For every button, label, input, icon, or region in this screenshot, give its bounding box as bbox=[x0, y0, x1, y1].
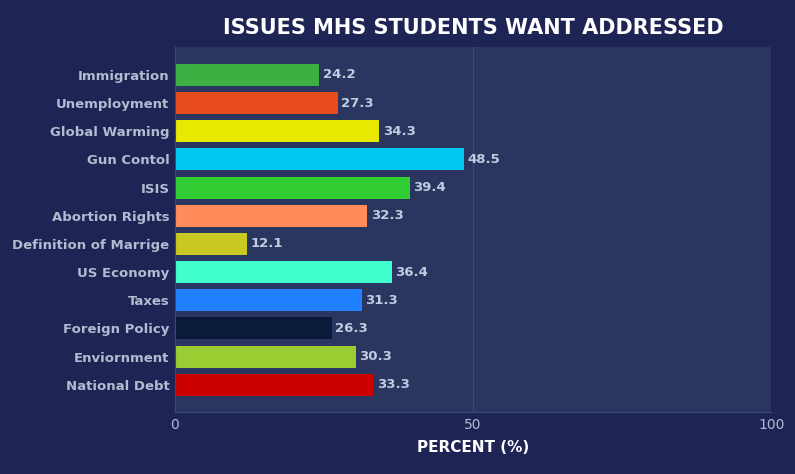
Text: 33.3: 33.3 bbox=[377, 378, 410, 392]
Text: 30.3: 30.3 bbox=[359, 350, 392, 363]
Bar bbox=[175, 318, 332, 339]
Text: 34.3: 34.3 bbox=[383, 125, 416, 138]
Text: 32.3: 32.3 bbox=[371, 210, 404, 222]
Text: 48.5: 48.5 bbox=[467, 153, 500, 166]
Bar bbox=[175, 346, 355, 368]
Title: ISSUES MHS STUDENTS WANT ADDRESSED: ISSUES MHS STUDENTS WANT ADDRESSED bbox=[223, 18, 723, 37]
Text: 27.3: 27.3 bbox=[341, 97, 374, 109]
Text: 12.1: 12.1 bbox=[250, 237, 283, 250]
Bar bbox=[175, 177, 410, 199]
Bar bbox=[175, 289, 362, 311]
Bar bbox=[175, 120, 379, 142]
Bar bbox=[175, 233, 247, 255]
Bar bbox=[175, 148, 464, 171]
X-axis label: PERCENT (%): PERCENT (%) bbox=[417, 440, 529, 455]
Bar bbox=[175, 64, 319, 86]
Text: 36.4: 36.4 bbox=[396, 265, 429, 279]
Text: 39.4: 39.4 bbox=[413, 181, 446, 194]
Bar bbox=[175, 261, 392, 283]
Bar bbox=[175, 205, 367, 227]
Bar bbox=[175, 92, 338, 114]
Text: 24.2: 24.2 bbox=[323, 68, 355, 82]
Text: 31.3: 31.3 bbox=[365, 294, 398, 307]
Text: 26.3: 26.3 bbox=[335, 322, 368, 335]
Bar bbox=[175, 374, 374, 396]
